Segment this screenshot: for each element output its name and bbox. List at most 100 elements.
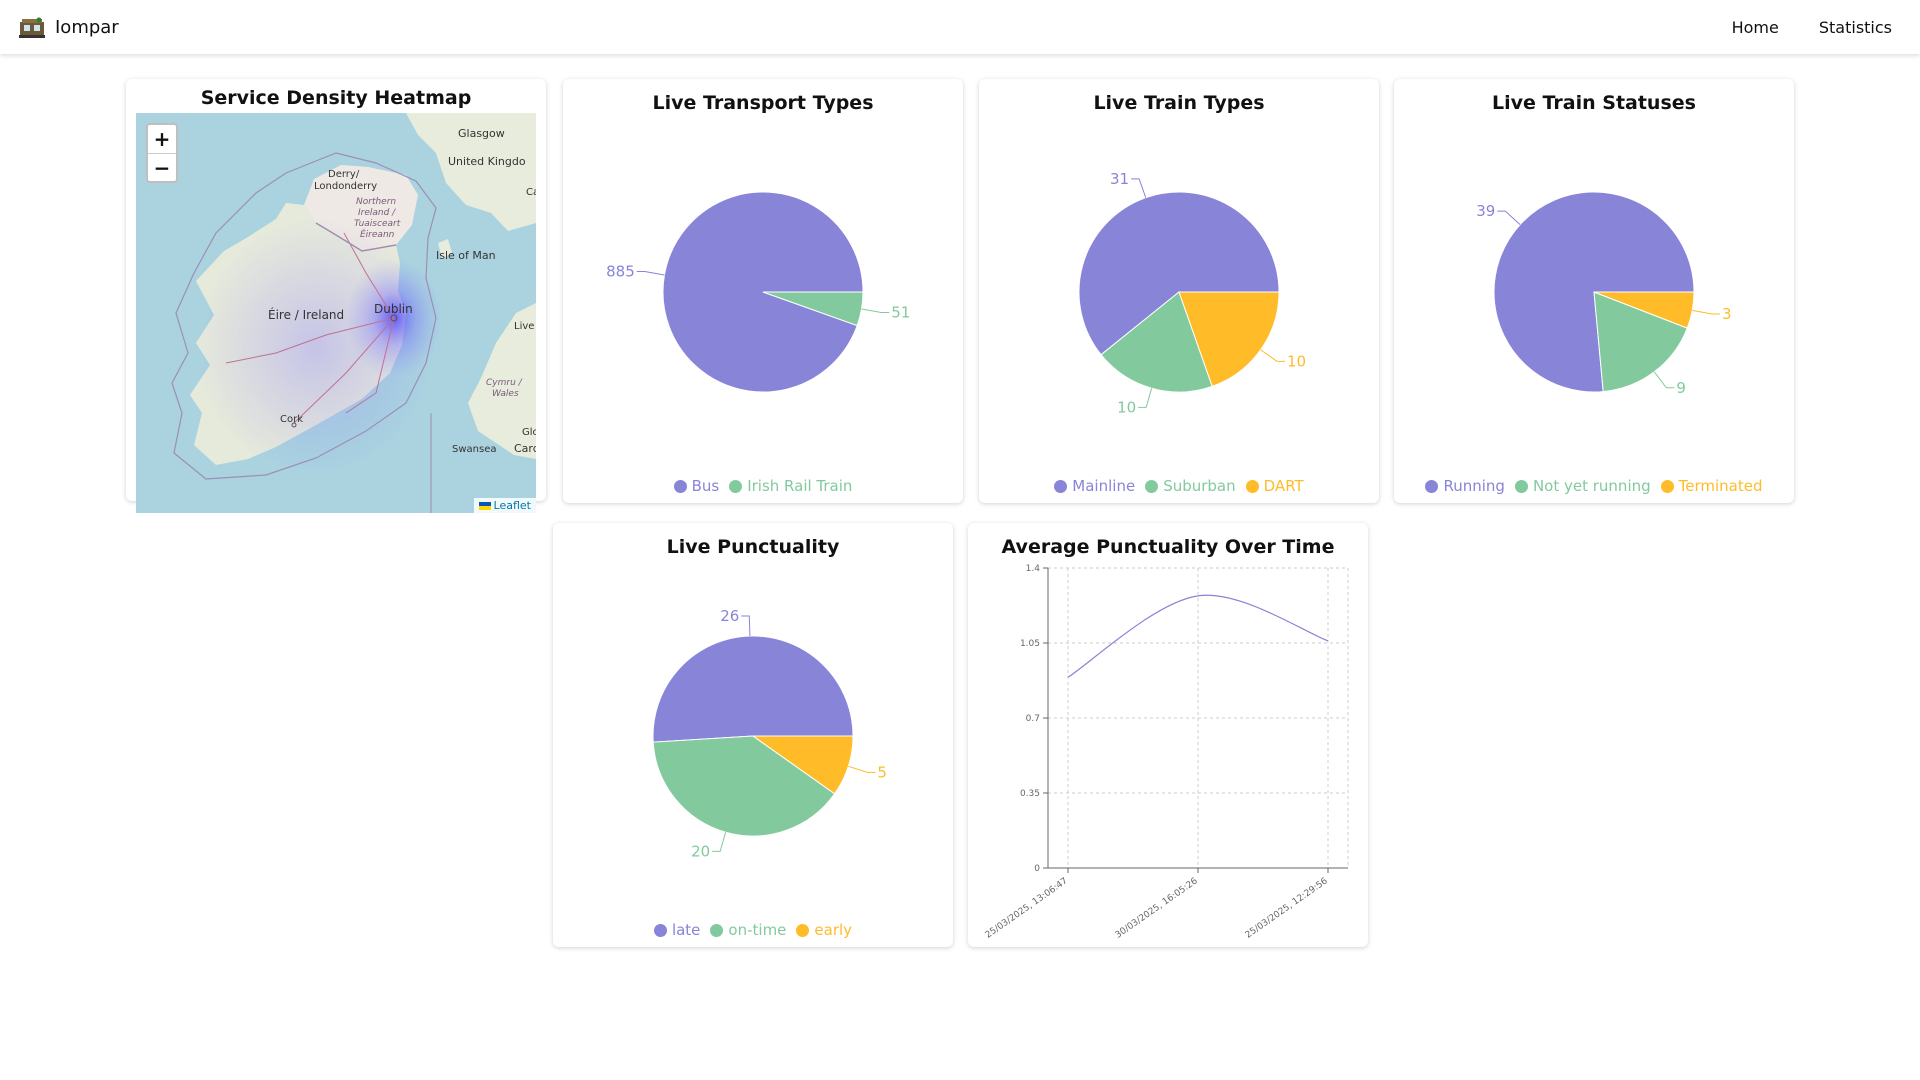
- y-tick-label: 1.4: [1026, 564, 1041, 574]
- pie-label-line-on-time: [712, 832, 727, 852]
- avg-punctuality-card: Average Punctuality Over Time 0 0.35 0.7 1.…: [968, 523, 1368, 947]
- legend-label: Bus: [691, 477, 720, 495]
- map-label-tuaisceart: Tuaisceart: [354, 219, 401, 229]
- legend-item-running[interactable]: Running: [1425, 477, 1505, 495]
- brand-link[interactable]: Iompar: [19, 16, 119, 38]
- pie-value-label-on-time: 20: [691, 842, 710, 860]
- legend-dot-icon: [710, 923, 724, 937]
- zoom-out-button[interactable]: −: [148, 153, 176, 181]
- legend-dot-icon: [796, 923, 810, 937]
- legend-item-dart[interactable]: DART: [1245, 477, 1304, 495]
- transport-types-title: Live Transport Types: [652, 92, 874, 114]
- series-line-avg-punctuality[interactable]: [1067, 594, 1329, 678]
- pie-label-line-dart: [1260, 349, 1285, 362]
- pie-value-label-late: 26: [720, 607, 739, 625]
- pie-label-line-early: [848, 765, 876, 773]
- legend-item-mainline[interactable]: Mainline: [1054, 477, 1135, 495]
- legend-item-late[interactable]: late: [653, 921, 701, 939]
- pie-label-line-terminated: [1692, 309, 1720, 315]
- pie-label-line-irish-rail-train: [861, 308, 890, 313]
- punctuality-title: Live Punctuality: [666, 536, 840, 558]
- pie-slice-late[interactable]: [652, 635, 854, 743]
- legend-dot-icon: [1514, 479, 1528, 493]
- map-label-wales: Wales: [492, 389, 519, 399]
- map-label-live: Live: [514, 321, 534, 332]
- train-statuses-legend: Running Not yet running Terminated: [1394, 477, 1794, 495]
- map-label-ireland-ni: Ireland /: [358, 208, 396, 218]
- train-statuses-card: Live Train Statuses 39 9 3 Running Not yet …: [1394, 79, 1794, 503]
- pie-value-label-irish-rail-train: 51: [891, 303, 910, 321]
- legend-label: DART: [1263, 477, 1304, 495]
- map-canvas: Glasgow United Kingdo Ca Derry/ Londonde…: [136, 113, 536, 513]
- train-types-title: Live Train Types: [1093, 92, 1265, 114]
- heatmap-map[interactable]: Glasgow United Kingdo Ca Derry/ Londonde…: [136, 113, 536, 513]
- pie-value-label-not-yet-running: 9: [1676, 379, 1686, 397]
- pie-slice-suburban[interactable]: [1100, 291, 1213, 393]
- x-tick-label: 25/03/2025, 12:29:56: [1244, 876, 1330, 941]
- pie-value-label-mainline: 31: [1110, 170, 1129, 188]
- map-label-ca: Ca: [526, 187, 536, 198]
- legend-item-bus[interactable]: Bus: [673, 477, 720, 495]
- pie-value-label-running: 39: [1476, 202, 1495, 220]
- pie-label-line-late: [741, 615, 751, 637]
- pie-slice-on-time[interactable]: [652, 735, 836, 837]
- pie-value-label-early: 5: [877, 763, 887, 781]
- map-label-cork: Cork: [280, 414, 303, 425]
- heatmap-card: Service Density Heatmap: [126, 79, 546, 513]
- map-label-dublin: Dublin: [374, 302, 413, 316]
- legend-dot-icon: [1245, 479, 1259, 493]
- brand-name: Iompar: [55, 16, 119, 38]
- transport-types-card: Live Transport Types 885 51 Bus Irish Rail…: [563, 79, 963, 503]
- map-label-card: Card: [514, 442, 536, 455]
- legend-dot-icon: [729, 479, 743, 493]
- heatmap-title: Service Density Heatmap: [200, 87, 472, 109]
- pie-slice-not-yet-running[interactable]: [1593, 291, 1688, 393]
- legend-label: early: [814, 921, 853, 939]
- leaflet-link[interactable]: Leaflet: [493, 499, 531, 512]
- legend-label: Terminated: [1678, 477, 1763, 495]
- legend-item-early[interactable]: early: [796, 921, 852, 939]
- legend-label: late: [671, 921, 701, 939]
- pie-value-label-terminated: 3: [1722, 305, 1732, 323]
- map-label-derry: Derry/: [328, 169, 360, 180]
- pie-label-line-mainline: [1131, 178, 1147, 198]
- nav-home-link[interactable]: Home: [1731, 17, 1779, 37]
- pie-label-line-not-yet-running: [1653, 371, 1675, 389]
- legend-dot-icon: [1054, 479, 1068, 493]
- map-label-glo: Glo: [522, 427, 536, 438]
- legend-dot-icon: [1660, 479, 1674, 493]
- transport-types-pie-chart: 885 51: [606, 191, 910, 393]
- legend-item-not-yet-running[interactable]: Not yet running: [1514, 477, 1651, 495]
- y-tick-label: 0.35: [1020, 789, 1040, 799]
- legend-item-on-time[interactable]: on-time: [710, 921, 786, 939]
- legend-label: Running: [1443, 477, 1505, 495]
- y-tick-label: 0.7: [1026, 714, 1040, 724]
- pie-slice-terminated[interactable]: [1593, 291, 1695, 329]
- legend-item-terminated[interactable]: Terminated: [1660, 477, 1763, 495]
- legend-item-irish-rail-train[interactable]: Irish Rail Train: [729, 477, 852, 495]
- pie-slice-dart[interactable]: [1178, 291, 1280, 387]
- zoom-in-button[interactable]: +: [153, 127, 171, 151]
- pie-value-label-bus: 885: [606, 263, 635, 281]
- legend-label: Suburban: [1163, 477, 1236, 495]
- zoom-control: + −: [146, 123, 178, 183]
- pie-value-label-suburban: 10: [1117, 398, 1136, 416]
- legend-item-suburban[interactable]: Suburban: [1145, 477, 1236, 495]
- train-station-icon: [19, 17, 45, 38]
- map-label-united-kingdom: United Kingdo: [448, 155, 526, 168]
- train-types-legend: Mainline Suburban DART: [979, 477, 1379, 495]
- transport-types-legend: Bus Irish Rail Train: [563, 477, 963, 495]
- legend-label: Mainline: [1072, 477, 1136, 495]
- x-tick-label: 25/03/2025, 13:06:47: [984, 876, 1070, 940]
- nav-statistics-link[interactable]: Statistics: [1818, 17, 1892, 37]
- y-tick-label: 0: [1034, 864, 1040, 874]
- map-label-cymru: Cymru /: [486, 378, 523, 388]
- avg-punctuality-title: Average Punctuality Over Time: [1001, 536, 1335, 558]
- pie-label-line-suburban: [1138, 388, 1153, 408]
- punctuality-card: Live Punctuality 26 20 5 late on-time early: [553, 523, 953, 947]
- pie-slice-irish-rail-train[interactable]: [762, 291, 864, 327]
- x-tick-label: 30/03/2025, 16:05:26: [1114, 876, 1200, 941]
- legend-dot-icon: [1145, 479, 1159, 493]
- pie-label-line-bus: [636, 271, 665, 276]
- map-label-londonderry: Londonderry: [314, 181, 377, 192]
